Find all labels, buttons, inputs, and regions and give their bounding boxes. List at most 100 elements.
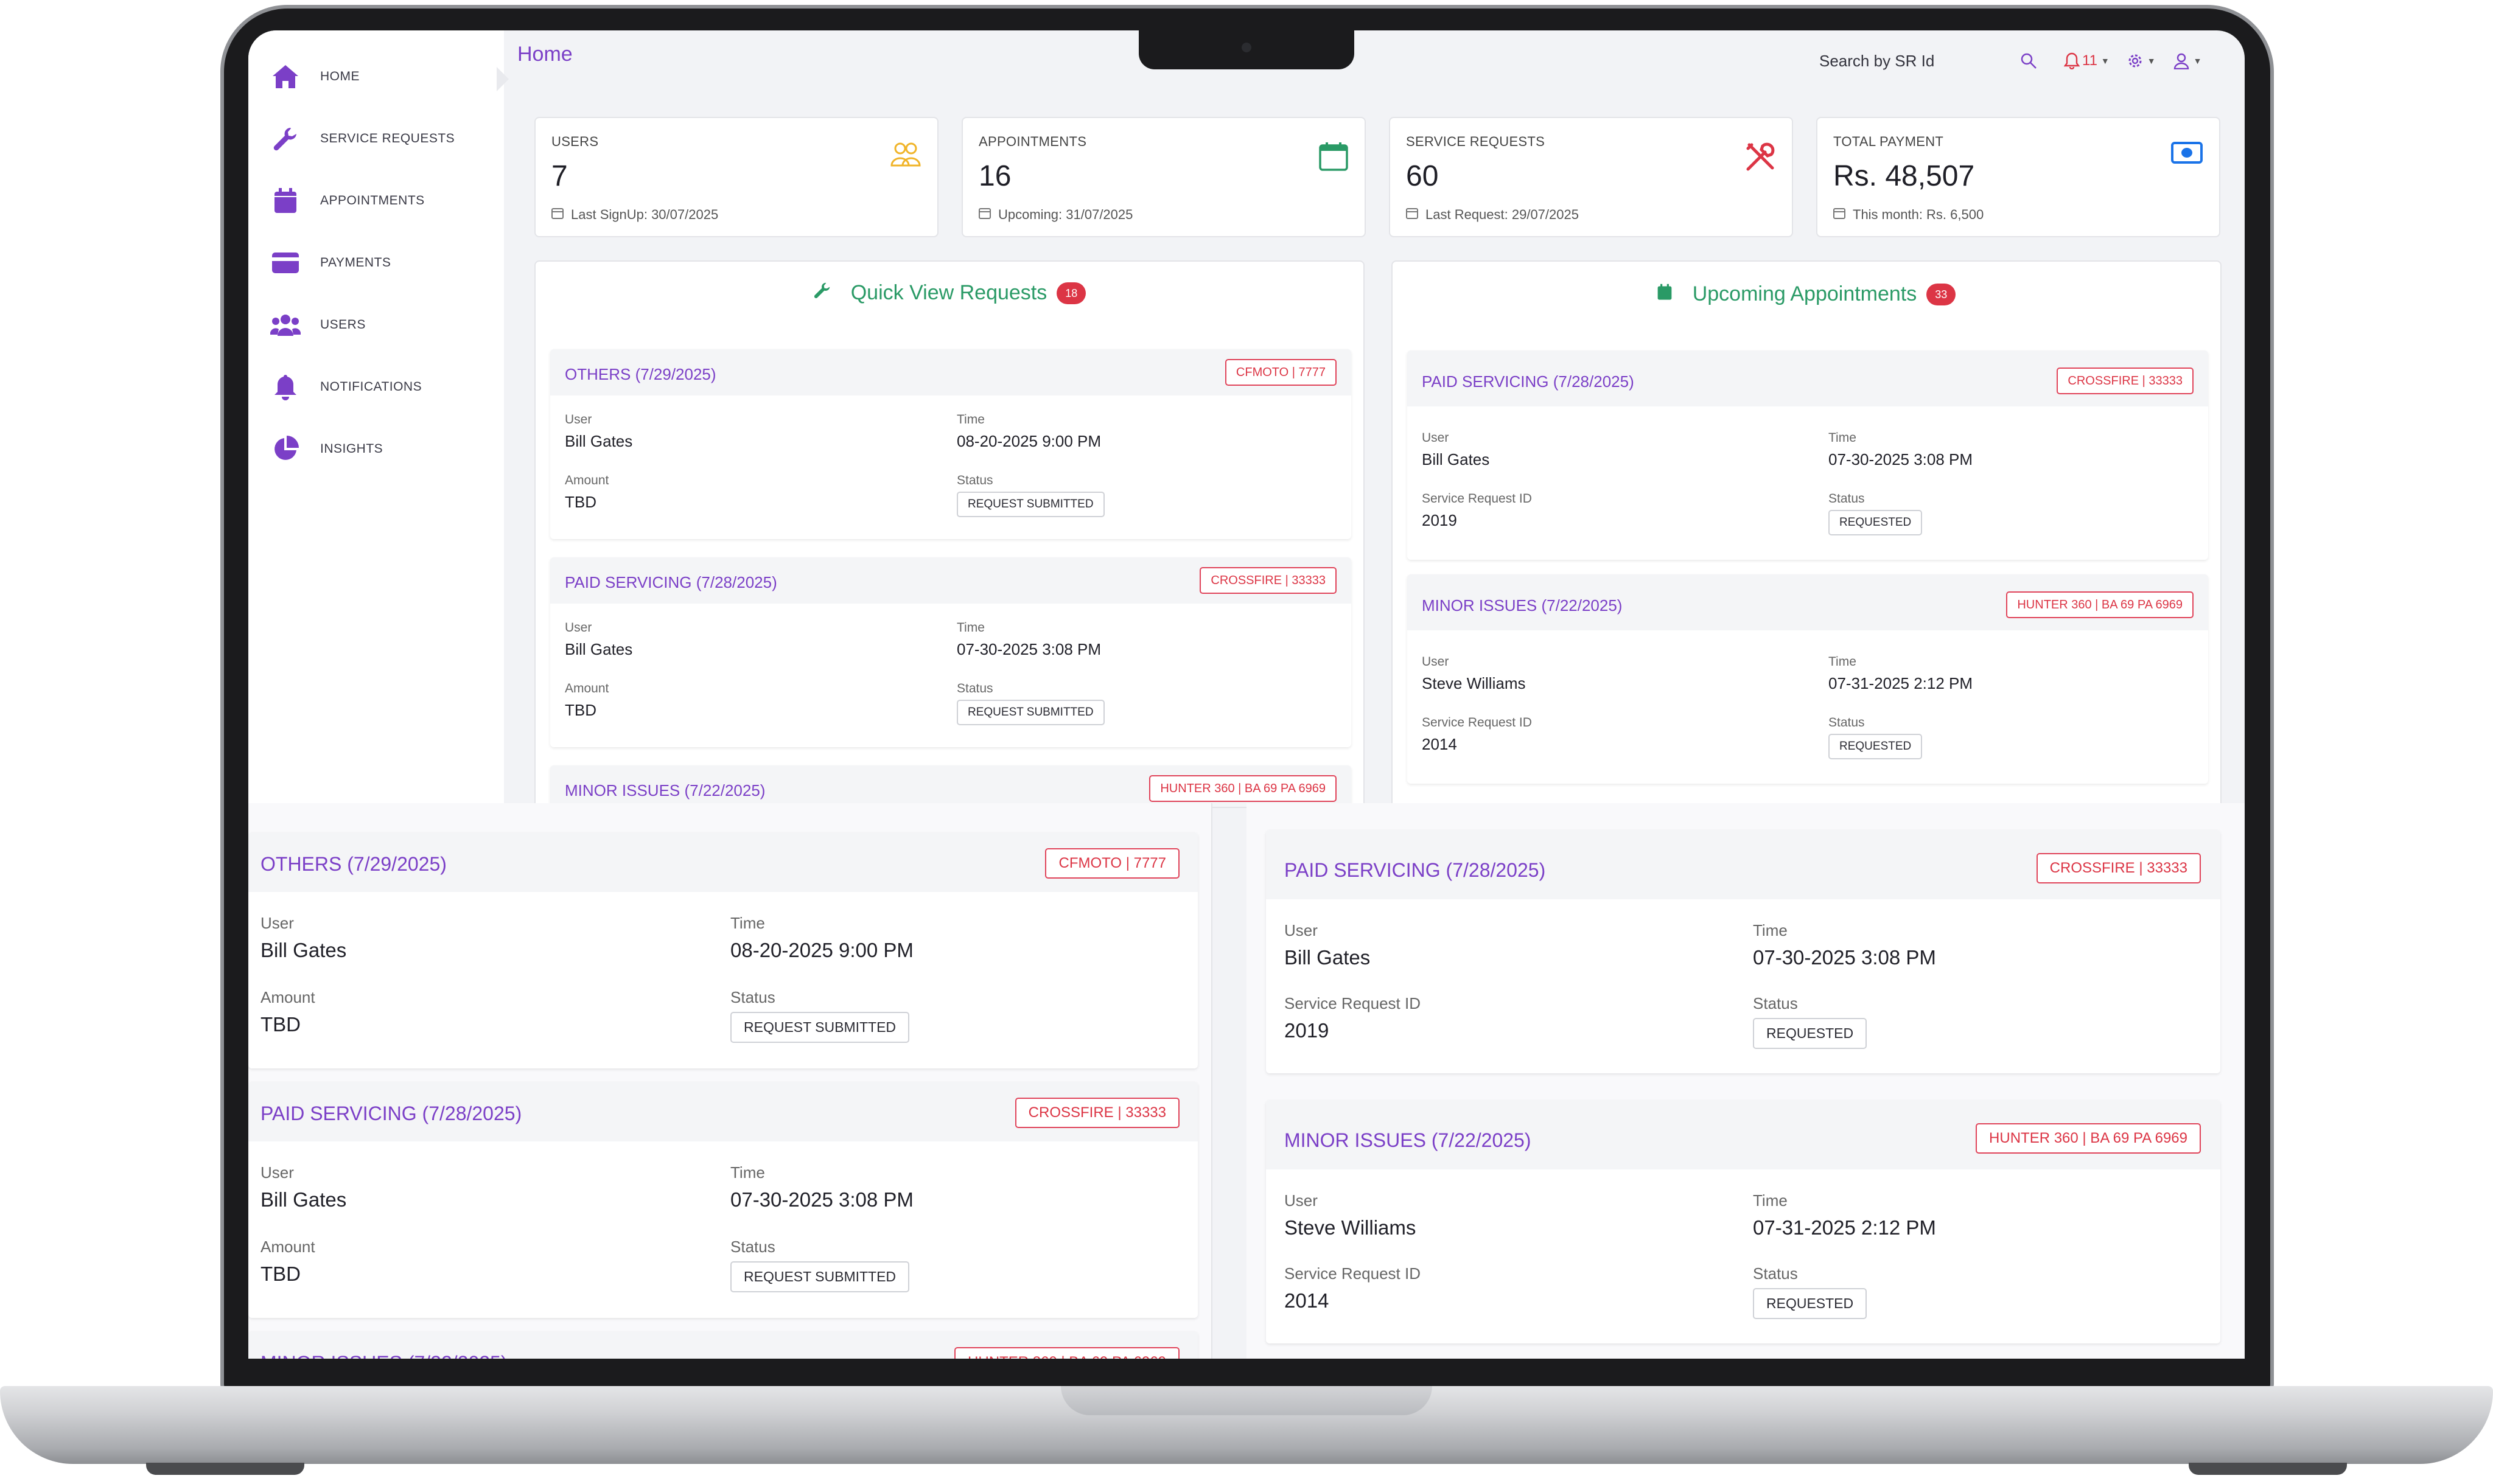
calendar-icon bbox=[551, 207, 564, 223]
stat-footer: Upcoming: 31/07/2025 bbox=[979, 207, 1133, 223]
field-label: User bbox=[1422, 655, 1449, 669]
field-label: Time bbox=[1753, 1191, 1788, 1210]
calendar-icon bbox=[1318, 141, 1349, 175]
field-label: Status bbox=[957, 473, 993, 487]
request-title[interactable]: OTHERS (7/29/2025) bbox=[260, 853, 447, 875]
field-label: Service Request ID bbox=[1284, 1264, 1421, 1283]
sidebar: HOME SERVICE REQUESTS APPOINTMENTS PAYME… bbox=[248, 30, 504, 803]
zoomed-requests-panel: OTHERS (7/29/2025) CFMOTO | 7777 User Bil… bbox=[248, 803, 1212, 1359]
status-field: Status REQUESTED bbox=[1753, 994, 1867, 1049]
sidebar-item-users[interactable]: USERS bbox=[269, 307, 488, 343]
field-label: User bbox=[1284, 921, 1318, 939]
sidebar-item-notifications[interactable]: NOTIFICATIONS bbox=[269, 369, 488, 405]
field-value: TBD bbox=[565, 701, 596, 719]
user-field: User Bill Gates bbox=[565, 621, 632, 659]
camera-notch bbox=[1139, 30, 1354, 69]
bell-icon bbox=[2064, 52, 2080, 69]
request-title[interactable]: MINOR ISSUES (7/22/2025) bbox=[565, 781, 766, 799]
credit-card-icon bbox=[269, 246, 302, 279]
appointment-title[interactable]: PAID SERVICING (7/28/2025) bbox=[1422, 372, 1634, 391]
time-field: Time 07-30-2025 3:08 PM bbox=[1828, 431, 1973, 469]
request-title[interactable]: MINOR ISSUES (7/22/2025) bbox=[260, 1352, 507, 1359]
field-value: 07-30-2025 3:08 PM bbox=[957, 640, 1102, 658]
field-label: Service Request ID bbox=[1284, 994, 1421, 1012]
stat-label: USERS bbox=[551, 134, 599, 149]
time-field: Time 07-30-2025 3:08 PM bbox=[730, 1163, 914, 1211]
appointment-card[interactable]: MINOR ISSUES (7/22/2025) HUNTER 360 | BA… bbox=[1407, 574, 2208, 784]
calendar-icon bbox=[1406, 207, 1418, 223]
time-field: Time 08-20-2025 9:00 PM bbox=[730, 914, 914, 962]
appointment-card[interactable]: MINOR ISSUES (7/22/2025) HUNTER 360 | BA… bbox=[1266, 1100, 2220, 1343]
breadcrumb[interactable]: Home bbox=[517, 43, 573, 66]
field-value: TBD bbox=[260, 1263, 301, 1285]
field-value: 08-20-2025 9:00 PM bbox=[730, 939, 914, 961]
gear-icon bbox=[2128, 54, 2142, 68]
camera-icon bbox=[1242, 43, 1251, 52]
appointment-card[interactable]: PAID SERVICING (7/28/2025) CROSSFIRE | 3… bbox=[1407, 350, 2208, 560]
sidebar-item-home[interactable]: HOME bbox=[269, 58, 488, 95]
appointment-card[interactable]: PAID SERVICING (7/28/2025) CROSSFIRE | 3… bbox=[1266, 830, 2220, 1073]
stat-card-appointments[interactable]: APPOINTMENTS 16 Upcoming: 31/07/2025 bbox=[962, 117, 1366, 237]
search-placeholder: Search by SR Id bbox=[1819, 51, 1935, 70]
field-value: 08-20-2025 9:00 PM bbox=[957, 432, 1102, 450]
status-badge: REQUEST SUBMITTED bbox=[957, 492, 1105, 517]
time-field: Time 07-31-2025 2:12 PM bbox=[1753, 1191, 1936, 1239]
user-field: User Bill Gates bbox=[260, 1163, 346, 1211]
search-icon[interactable] bbox=[2020, 52, 2037, 69]
status-badge: REQUESTED bbox=[1828, 510, 1923, 535]
appointment-title[interactable]: MINOR ISSUES (7/22/2025) bbox=[1422, 596, 1623, 615]
field-value: Steve Williams bbox=[1284, 1216, 1416, 1239]
chevron-down-icon: ▼ bbox=[2147, 56, 2156, 66]
stat-card-users[interactable]: USERS 7 Last SignUp: 30/07/2025 bbox=[534, 117, 939, 237]
amount-field: Amount TBD bbox=[565, 681, 609, 720]
sidebar-item-label: SERVICE REQUESTS bbox=[320, 131, 455, 145]
field-label: Time bbox=[1828, 655, 1856, 669]
sidebar-item-appointments[interactable]: APPOINTMENTS bbox=[269, 183, 488, 219]
request-card[interactable]: MINOR ISSUES (7/22/2025) HUNTER 360 | BA… bbox=[248, 1331, 1198, 1359]
status-field: Status REQUESTED bbox=[1753, 1264, 1867, 1319]
search-input[interactable]: Search by SR Id bbox=[1809, 40, 2047, 82]
sidebar-item-insights[interactable]: INSIGHTS bbox=[269, 431, 488, 467]
request-title[interactable]: PAID SERVICING (7/28/2025) bbox=[565, 573, 777, 591]
field-value: 2019 bbox=[1422, 511, 1457, 529]
upcoming-appointments-panel: Upcoming Appointments 33 PAID SERVICING … bbox=[1391, 260, 2222, 808]
appointment-title[interactable]: PAID SERVICING (7/28/2025) bbox=[1284, 859, 1546, 881]
stat-footer: Last Request: 29/07/2025 bbox=[1406, 207, 1579, 223]
vehicle-tag: HUNTER 360 | BA 69 PA 6969 bbox=[2006, 591, 2194, 618]
request-card[interactable]: OTHERS (7/29/2025) CFMOTO | 7777 User Bil… bbox=[248, 832, 1198, 1068]
time-field: Time 07-31-2025 2:12 PM bbox=[1828, 655, 1973, 693]
field-label: Service Request ID bbox=[1422, 716, 1532, 730]
settings-dropdown[interactable]: ▼ bbox=[2127, 52, 2156, 69]
amount-field: Amount TBD bbox=[260, 1238, 315, 1286]
status-badge: REQUESTED bbox=[1753, 1018, 1867, 1049]
vehicle-tag: CFMOTO | 7777 bbox=[1225, 359, 1337, 386]
notifications-dropdown[interactable]: 11 ▼ bbox=[2064, 52, 2110, 69]
calendar-icon bbox=[1833, 207, 1845, 223]
user-field: User Bill Gates bbox=[565, 413, 632, 451]
panel-header: Quick View Requests 18 bbox=[536, 281, 1363, 305]
field-value: Bill Gates bbox=[565, 640, 633, 658]
request-title[interactable]: PAID SERVICING (7/28/2025) bbox=[260, 1103, 522, 1124]
sidebar-item-service-requests[interactable]: SERVICE REQUESTS bbox=[269, 120, 488, 157]
field-label: Time bbox=[1753, 921, 1788, 939]
field-label: Time bbox=[730, 914, 765, 932]
user-menu-dropdown[interactable]: ▼ bbox=[2173, 52, 2202, 69]
amount-field: Amount TBD bbox=[260, 988, 315, 1036]
status-field: Status REQUESTED bbox=[1828, 716, 1923, 759]
request-card[interactable]: PAID SERVICING (7/28/2025) CROSSFIRE | 3… bbox=[550, 557, 1351, 747]
pie-chart-icon bbox=[269, 433, 302, 465]
request-card[interactable]: OTHERS (7/29/2025) CFMOTO | 7777 User Bil… bbox=[550, 349, 1351, 539]
appointment-title[interactable]: MINOR ISSUES (7/22/2025) bbox=[1284, 1129, 1531, 1151]
stat-value: 7 bbox=[551, 160, 568, 192]
notification-count: 11 bbox=[2082, 52, 2097, 69]
stat-card-service-requests[interactable]: SERVICE REQUESTS 60 Last Request: 29/07/… bbox=[1389, 117, 1793, 237]
users-icon bbox=[269, 308, 302, 341]
service-request-id-field: Service Request ID 2014 bbox=[1284, 1264, 1421, 1312]
stat-card-total-payment[interactable]: TOTAL PAYMENT Rs. 48,507 This month: Rs.… bbox=[1816, 117, 2220, 237]
request-title[interactable]: OTHERS (7/29/2025) bbox=[565, 365, 716, 383]
request-card[interactable]: PAID SERVICING (7/28/2025) CROSSFIRE | 3… bbox=[248, 1082, 1198, 1318]
field-label: Amount bbox=[565, 473, 609, 487]
stat-value: Rs. 48,507 bbox=[1833, 160, 1975, 192]
request-card[interactable]: MINOR ISSUES (7/22/2025) HUNTER 360 | BA… bbox=[550, 765, 1351, 807]
sidebar-item-payments[interactable]: PAYMENTS bbox=[269, 245, 488, 281]
